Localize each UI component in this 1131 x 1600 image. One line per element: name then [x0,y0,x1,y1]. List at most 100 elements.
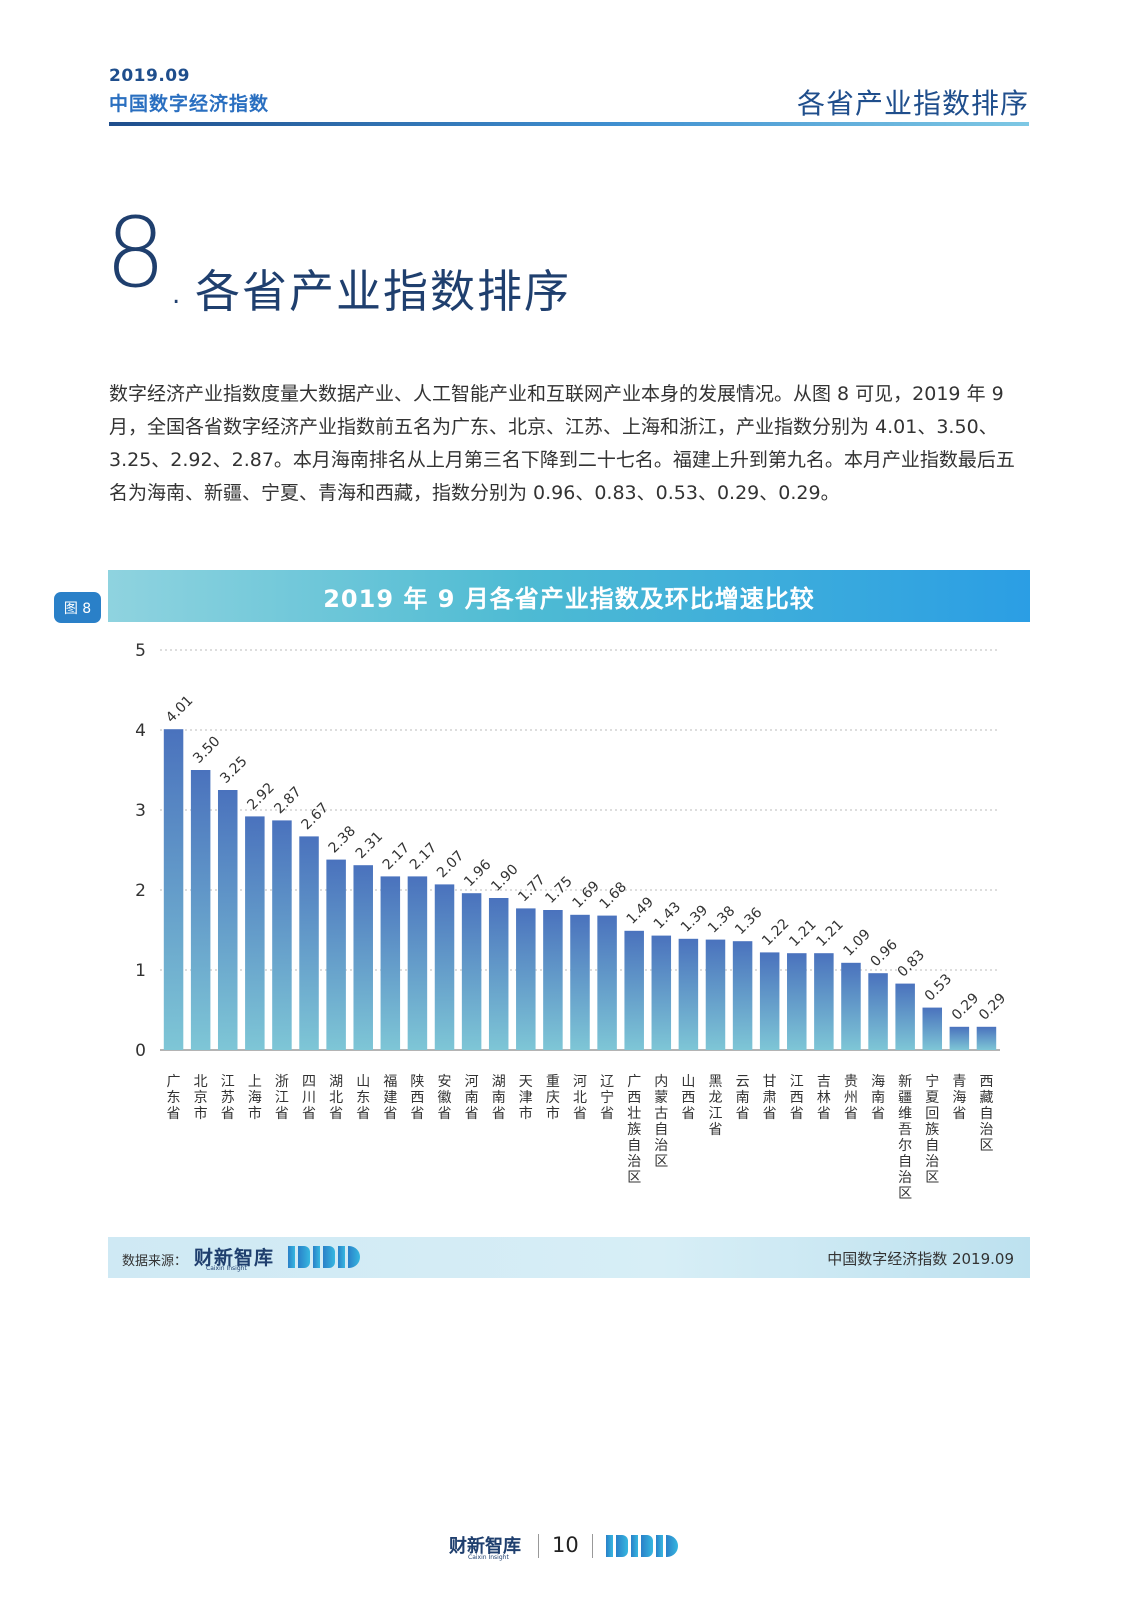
category-label: 湖北省 [329,1074,343,1122]
bar [434,884,455,1050]
bar [597,915,617,1050]
bar [190,770,211,1050]
bar [163,729,184,1050]
category-label: 辽宁省 [600,1074,614,1122]
bar [705,939,726,1050]
bar [814,953,834,1050]
caixin-logo: 财新智库 [194,1247,275,1269]
y-tick-label: 2 [135,881,146,901]
bar [299,836,319,1050]
header-section-title: 各省产业指数排序 [796,87,1029,120]
bar [922,1007,943,1050]
bar [570,914,590,1050]
category-label: 福建省 [383,1074,397,1122]
category-label: 江西省 [790,1074,804,1122]
bar [841,962,861,1050]
section-title: 各省产业指数排序 [195,265,572,318]
y-tick-label: 5 [135,641,146,661]
category-label: 贵州省 [844,1074,858,1122]
category-label: 天津市 [519,1074,533,1122]
data-label: 4.01 [163,693,196,726]
category-label: 陕西省 [410,1074,424,1122]
category-label: 广东省 [167,1074,181,1122]
header-rule [109,122,1029,126]
category-label: 吉林省 [817,1074,831,1122]
footer-divider [592,1534,593,1558]
section-number: 8 [105,197,167,309]
bar [678,938,699,1050]
bar [949,1026,970,1050]
footer-divider [538,1534,539,1558]
bar [976,1026,997,1050]
data-label: 1.68 [597,879,630,912]
data-label: 0.29 [976,990,1009,1023]
bar [407,876,428,1050]
category-label: 海南省 [871,1074,885,1122]
source-label: 数据来源： [122,1254,188,1269]
data-label: 3.50 [190,733,223,766]
data-label: 1.39 [678,902,711,935]
bar [245,816,265,1050]
figure-badge: 图 8 [54,592,101,623]
intro-paragraph: 数字经济产业指数度量大数据产业、人工智能产业和互联网产业本身的发展情况。从图 8… [109,383,1015,504]
y-tick-label: 4 [135,721,146,741]
footer-caixin-logo: 财新智库 [449,1536,521,1557]
category-label: 黑龙江省 [708,1074,722,1138]
header-date: 2019.09 [109,66,190,86]
data-label: 1.21 [813,917,846,950]
category-label: 甘肃省 [763,1074,777,1122]
category-label: 山西省 [681,1074,695,1122]
category-label: 河北省 [573,1074,587,1122]
source-right-text: 中国数字经济指数 2019.09 [827,1250,1014,1268]
caixin-logo-sub: Caixin Insight [206,1265,247,1272]
chart-title: 2019 年 9 月各省产业指数及环比增速比较 [323,584,815,613]
data-label: 1.77 [515,872,548,905]
bar [217,790,238,1050]
category-label: 云南省 [736,1074,750,1122]
bar [787,953,807,1050]
bar [516,908,536,1050]
data-label: 1.09 [840,926,873,959]
data-label: 2.67 [299,800,332,833]
category-label: 河南省 [465,1074,479,1122]
category-label: 新疆维吾尔自治区 [898,1074,912,1202]
bar [488,898,509,1050]
category-label: 湖南省 [492,1074,506,1122]
data-label: 2.87 [271,784,304,817]
footer-caixin-logo-sub: Caixin Insight [468,1554,509,1561]
data-label: 1.36 [732,905,765,938]
category-label: 宁夏回族自治区 [925,1073,939,1186]
data-label: 1.22 [759,916,792,949]
data-label: 0.96 [868,937,901,970]
data-label: 2.17 [380,840,413,873]
category-label: 山东省 [356,1074,370,1122]
footer-bbd-logo-icon [606,1535,678,1557]
category-label: 西藏自治区 [979,1074,993,1154]
bar [353,865,373,1050]
bar [759,952,780,1050]
data-label: 0.53 [922,971,955,1004]
bar [461,893,482,1050]
page-number: 10 [552,1533,579,1557]
category-label: 安徽省 [438,1074,452,1122]
category-label: 江苏省 [221,1074,235,1122]
category-label: 重庆市 [546,1074,560,1122]
bar [651,935,672,1050]
bar [543,910,563,1050]
data-label: 3.25 [217,753,250,786]
bar [732,941,753,1050]
y-tick-label: 1 [135,961,146,981]
data-label: 1.21 [786,917,819,950]
category-label: 内蒙古自治区 [654,1074,668,1170]
y-tick-label: 3 [135,801,146,821]
chart-title-banner: 2019 年 9 月各省产业指数及环比增速比较 [108,570,1030,622]
source-bar: 数据来源： 财新智库 Caixin Insight 中国数字经济指数 2019.… [108,1237,1030,1278]
data-label: 1.69 [570,878,603,911]
category-label: 青海省 [952,1074,966,1122]
category-label: 浙江省 [275,1074,289,1122]
bar [380,876,401,1050]
category-label: 四川省 [302,1074,316,1122]
y-tick-label: 0 [135,1041,146,1061]
page-footer: 财新智库 Caixin Insight 10 [0,1530,1131,1570]
bar [895,983,915,1050]
